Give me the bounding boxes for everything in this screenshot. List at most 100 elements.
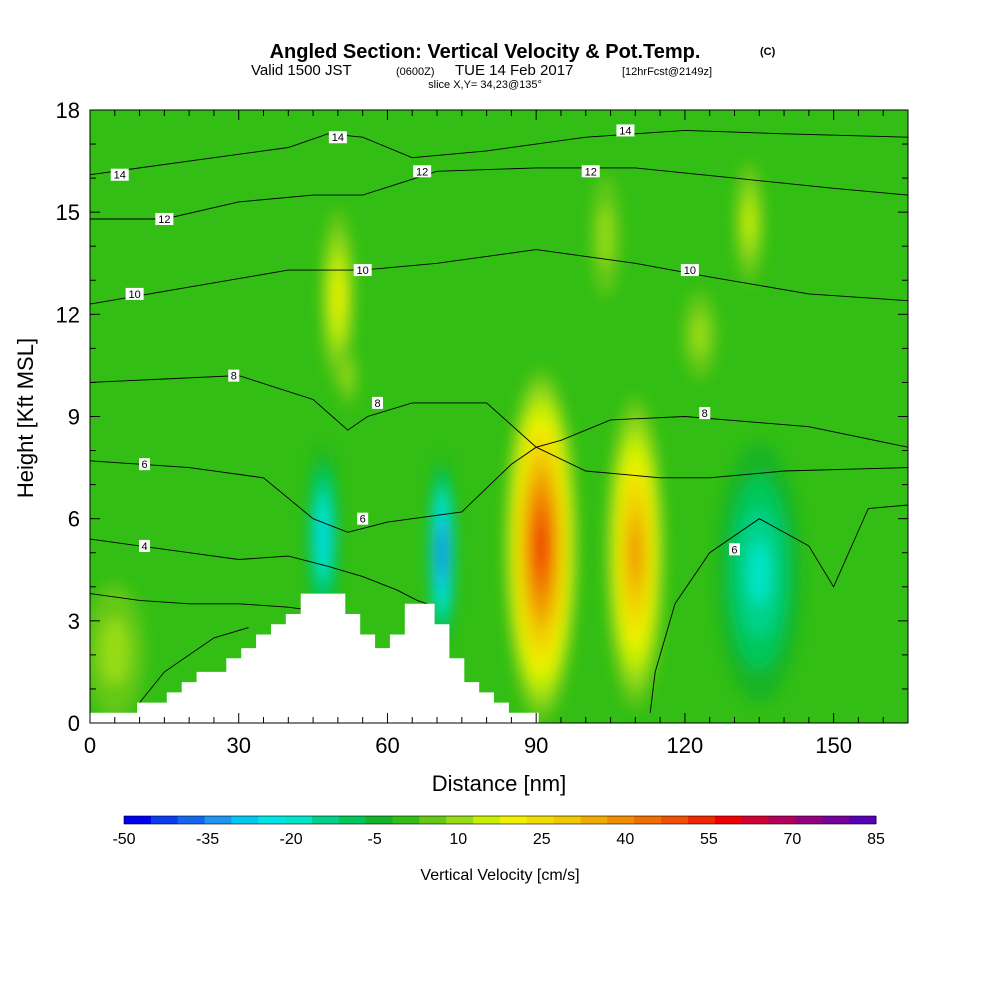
colorbar-segment <box>688 816 716 824</box>
contour-label: 8 <box>372 396 384 410</box>
velocity-band <box>342 360 353 391</box>
contour-label-text: 10 <box>128 289 140 301</box>
colorbar-tick-label: 10 <box>449 831 467 848</box>
theta-contour-line <box>139 627 249 703</box>
velocity-band <box>537 529 545 563</box>
colorbar-segment <box>124 816 152 824</box>
x-tick-label: 120 <box>667 733 704 758</box>
contour-label-box <box>110 168 129 181</box>
contour-label-text: 10 <box>684 265 696 277</box>
colorbar-segment <box>285 816 313 824</box>
contour-label-box <box>155 212 174 225</box>
x-tick-label: 90 <box>524 733 548 758</box>
colorbar-segment <box>607 816 635 824</box>
colorbar-segment <box>553 816 582 824</box>
contour-label-box <box>581 165 600 178</box>
colorbar-title: Vertical Velocity [cm/s] <box>420 867 579 884</box>
colorbar-segment <box>822 816 850 824</box>
contour-label-box <box>353 264 372 277</box>
colorbar-segment <box>446 816 474 824</box>
velocity-band <box>748 540 770 606</box>
contour-label: 10 <box>125 287 144 301</box>
contour-label: 8 <box>699 407 711 420</box>
terrain-mask <box>90 593 539 723</box>
colorbar-segment <box>849 816 877 824</box>
colorbar-segment <box>419 816 447 824</box>
colorbar-segment <box>365 816 394 824</box>
y-tick-label: 18 <box>56 98 80 123</box>
x-axis: 0 30 60 90 120 150 <box>84 110 909 758</box>
contour-label-text: 12 <box>585 166 597 178</box>
chart-title: Angled Section: Vertical Velocity & Pot.… <box>270 41 701 63</box>
contour-label-box <box>228 369 240 382</box>
theta-contour-line <box>90 538 428 605</box>
contour-label: 14 <box>110 168 129 182</box>
velocity-cell <box>605 396 666 710</box>
contour-label-box <box>616 124 635 137</box>
contour-label-text: 14 <box>114 170 126 182</box>
colorbar-tick-label: -5 <box>368 831 382 848</box>
colorbar-segment <box>714 816 743 824</box>
contour-label-box <box>413 165 432 178</box>
velocity-band <box>333 275 343 320</box>
x-tick-label: 30 <box>226 733 250 758</box>
y-tick-label: 12 <box>56 302 80 327</box>
theta-contour-line <box>90 375 908 448</box>
y-tick-label: 3 <box>68 609 80 634</box>
contour-label-text: 6 <box>360 514 366 526</box>
colorbar-segment <box>312 816 340 824</box>
theta-contour-line <box>90 249 908 305</box>
velocity-band <box>598 205 614 267</box>
colorbar-segment <box>338 816 367 824</box>
contour-label-box <box>699 407 711 420</box>
colorbar-segment <box>795 816 823 824</box>
contour-label-text: 12 <box>416 166 428 178</box>
contour-label-text: 6 <box>141 459 147 471</box>
y-tick-label: 15 <box>56 200 80 225</box>
theta-contour-line <box>90 593 314 612</box>
colorbar: -50 -35 -20 -5 10 25 40 55 70 85 <box>112 815 885 848</box>
contour-label: 6 <box>139 458 151 471</box>
contour-label-text: 8 <box>231 371 237 383</box>
colorbar-segment <box>150 816 179 824</box>
velocity-cell <box>337 344 358 407</box>
contour-label: 10 <box>353 264 372 277</box>
colorbar-segment <box>500 816 528 824</box>
colorbar-segment <box>258 816 286 824</box>
x-tick-label: 150 <box>815 733 852 758</box>
velocity-cell <box>90 583 145 720</box>
contour-label: 8 <box>228 369 240 383</box>
contour-label: 12 <box>413 165 432 178</box>
contour-label-text: 6 <box>731 544 737 556</box>
theta-contour-line <box>90 129 908 176</box>
velocity-cell <box>682 290 718 380</box>
colorbar-outline <box>123 815 877 825</box>
colorbar-tick-label: -50 <box>112 831 135 848</box>
contour-label-text: 14 <box>332 132 344 144</box>
contour-label-text: 14 <box>619 125 631 137</box>
contour-label: 10 <box>680 264 699 277</box>
velocity-band <box>99 617 130 686</box>
contour-label-box <box>728 543 740 556</box>
contour-label-box <box>125 287 144 300</box>
contour-label-text: 12 <box>158 214 170 226</box>
contour-label: 14 <box>616 124 635 137</box>
y-tick-label: 6 <box>68 507 80 532</box>
contour-label-text: 8 <box>374 398 380 410</box>
theta-contour-line <box>649 504 908 713</box>
contour-label-box <box>357 512 369 525</box>
colorbar-segment <box>768 816 796 824</box>
velocity-cell <box>308 447 338 625</box>
contour-label: 6 <box>357 512 369 526</box>
colorbar-segment <box>177 816 206 824</box>
colorbar-tick-label: -20 <box>280 831 303 848</box>
y-axis: 0 3 6 9 12 15 18 <box>56 98 908 736</box>
colorbar-tick-label: 70 <box>784 831 802 848</box>
contour-label: 12 <box>581 165 600 178</box>
x-tick-label: 0 <box>84 733 96 758</box>
colorbar-tick-label: 85 <box>867 831 885 848</box>
contour-label-text: 10 <box>357 265 369 277</box>
contour-labels: 14 14 14 12 12 12 10 10 10 8 8 8 6 6 6 4 <box>110 124 740 556</box>
contour-label-box <box>328 131 347 144</box>
velocity-cell <box>717 443 802 703</box>
